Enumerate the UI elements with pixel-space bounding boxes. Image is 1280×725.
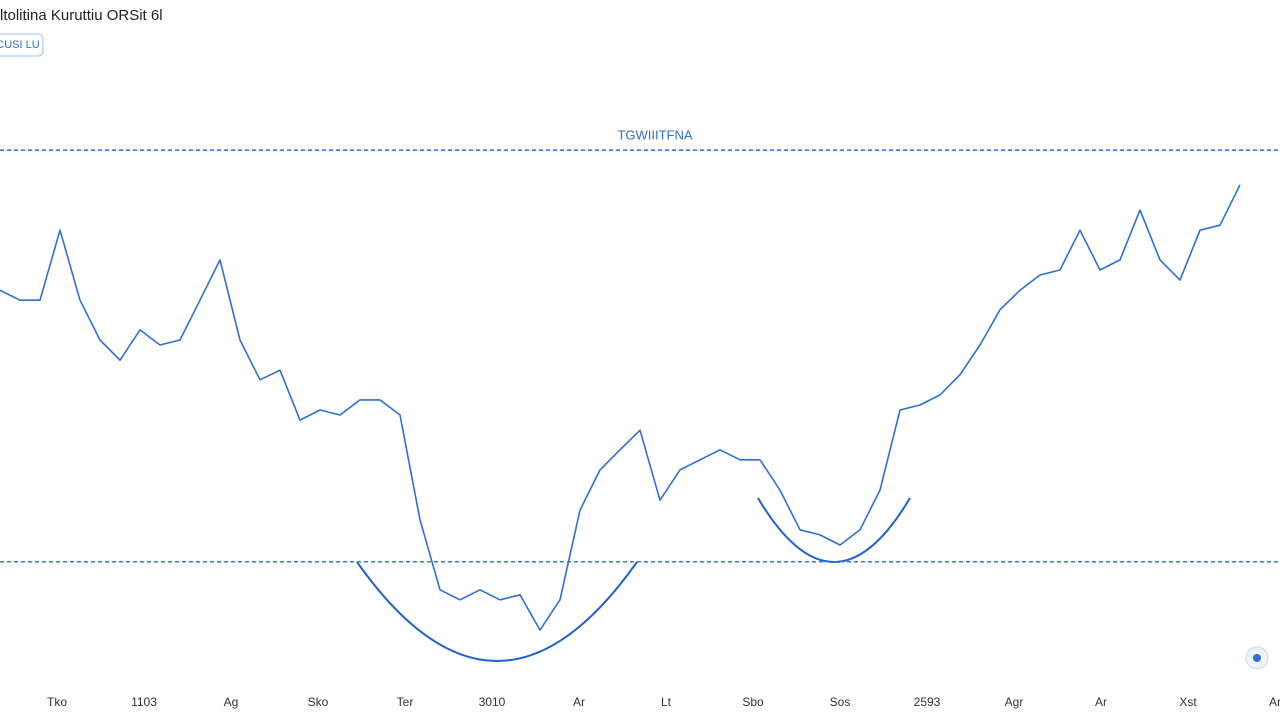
- x-tick-label: Xst: [1179, 695, 1197, 709]
- price-line: [0, 184, 1241, 631]
- badge-box: [0, 33, 44, 57]
- x-tick-label: 3010: [479, 695, 506, 709]
- x-tick-label: Ar: [573, 695, 585, 709]
- x-tick-label: Ar: [1269, 695, 1280, 709]
- chart-button-dot: [1253, 654, 1261, 662]
- cup-curve: [356, 561, 638, 662]
- handle-curve: [757, 497, 911, 563]
- x-tick-label: Agr: [1005, 695, 1024, 709]
- chart-title: ltolitina Kuruttiu ORSit 6l: [0, 7, 163, 24]
- x-tick-label: Ag: [224, 695, 239, 709]
- x-tick-label: 2593: [914, 695, 941, 709]
- badge: CUSI LU: [0, 39, 40, 51]
- x-tick-label: 1103: [131, 695, 157, 709]
- x-tick-label: Ar: [1095, 695, 1107, 709]
- x-tick-label: Tko: [47, 695, 67, 709]
- x-tick-label: Ter: [397, 695, 414, 709]
- x-tick-label: Sos: [830, 695, 851, 709]
- x-tick-label: Sko: [308, 695, 329, 709]
- x-tick-label: Lt: [661, 695, 672, 709]
- level-label: TGWIIITFNA: [617, 127, 692, 142]
- x-tick-label: Sbo: [742, 695, 764, 709]
